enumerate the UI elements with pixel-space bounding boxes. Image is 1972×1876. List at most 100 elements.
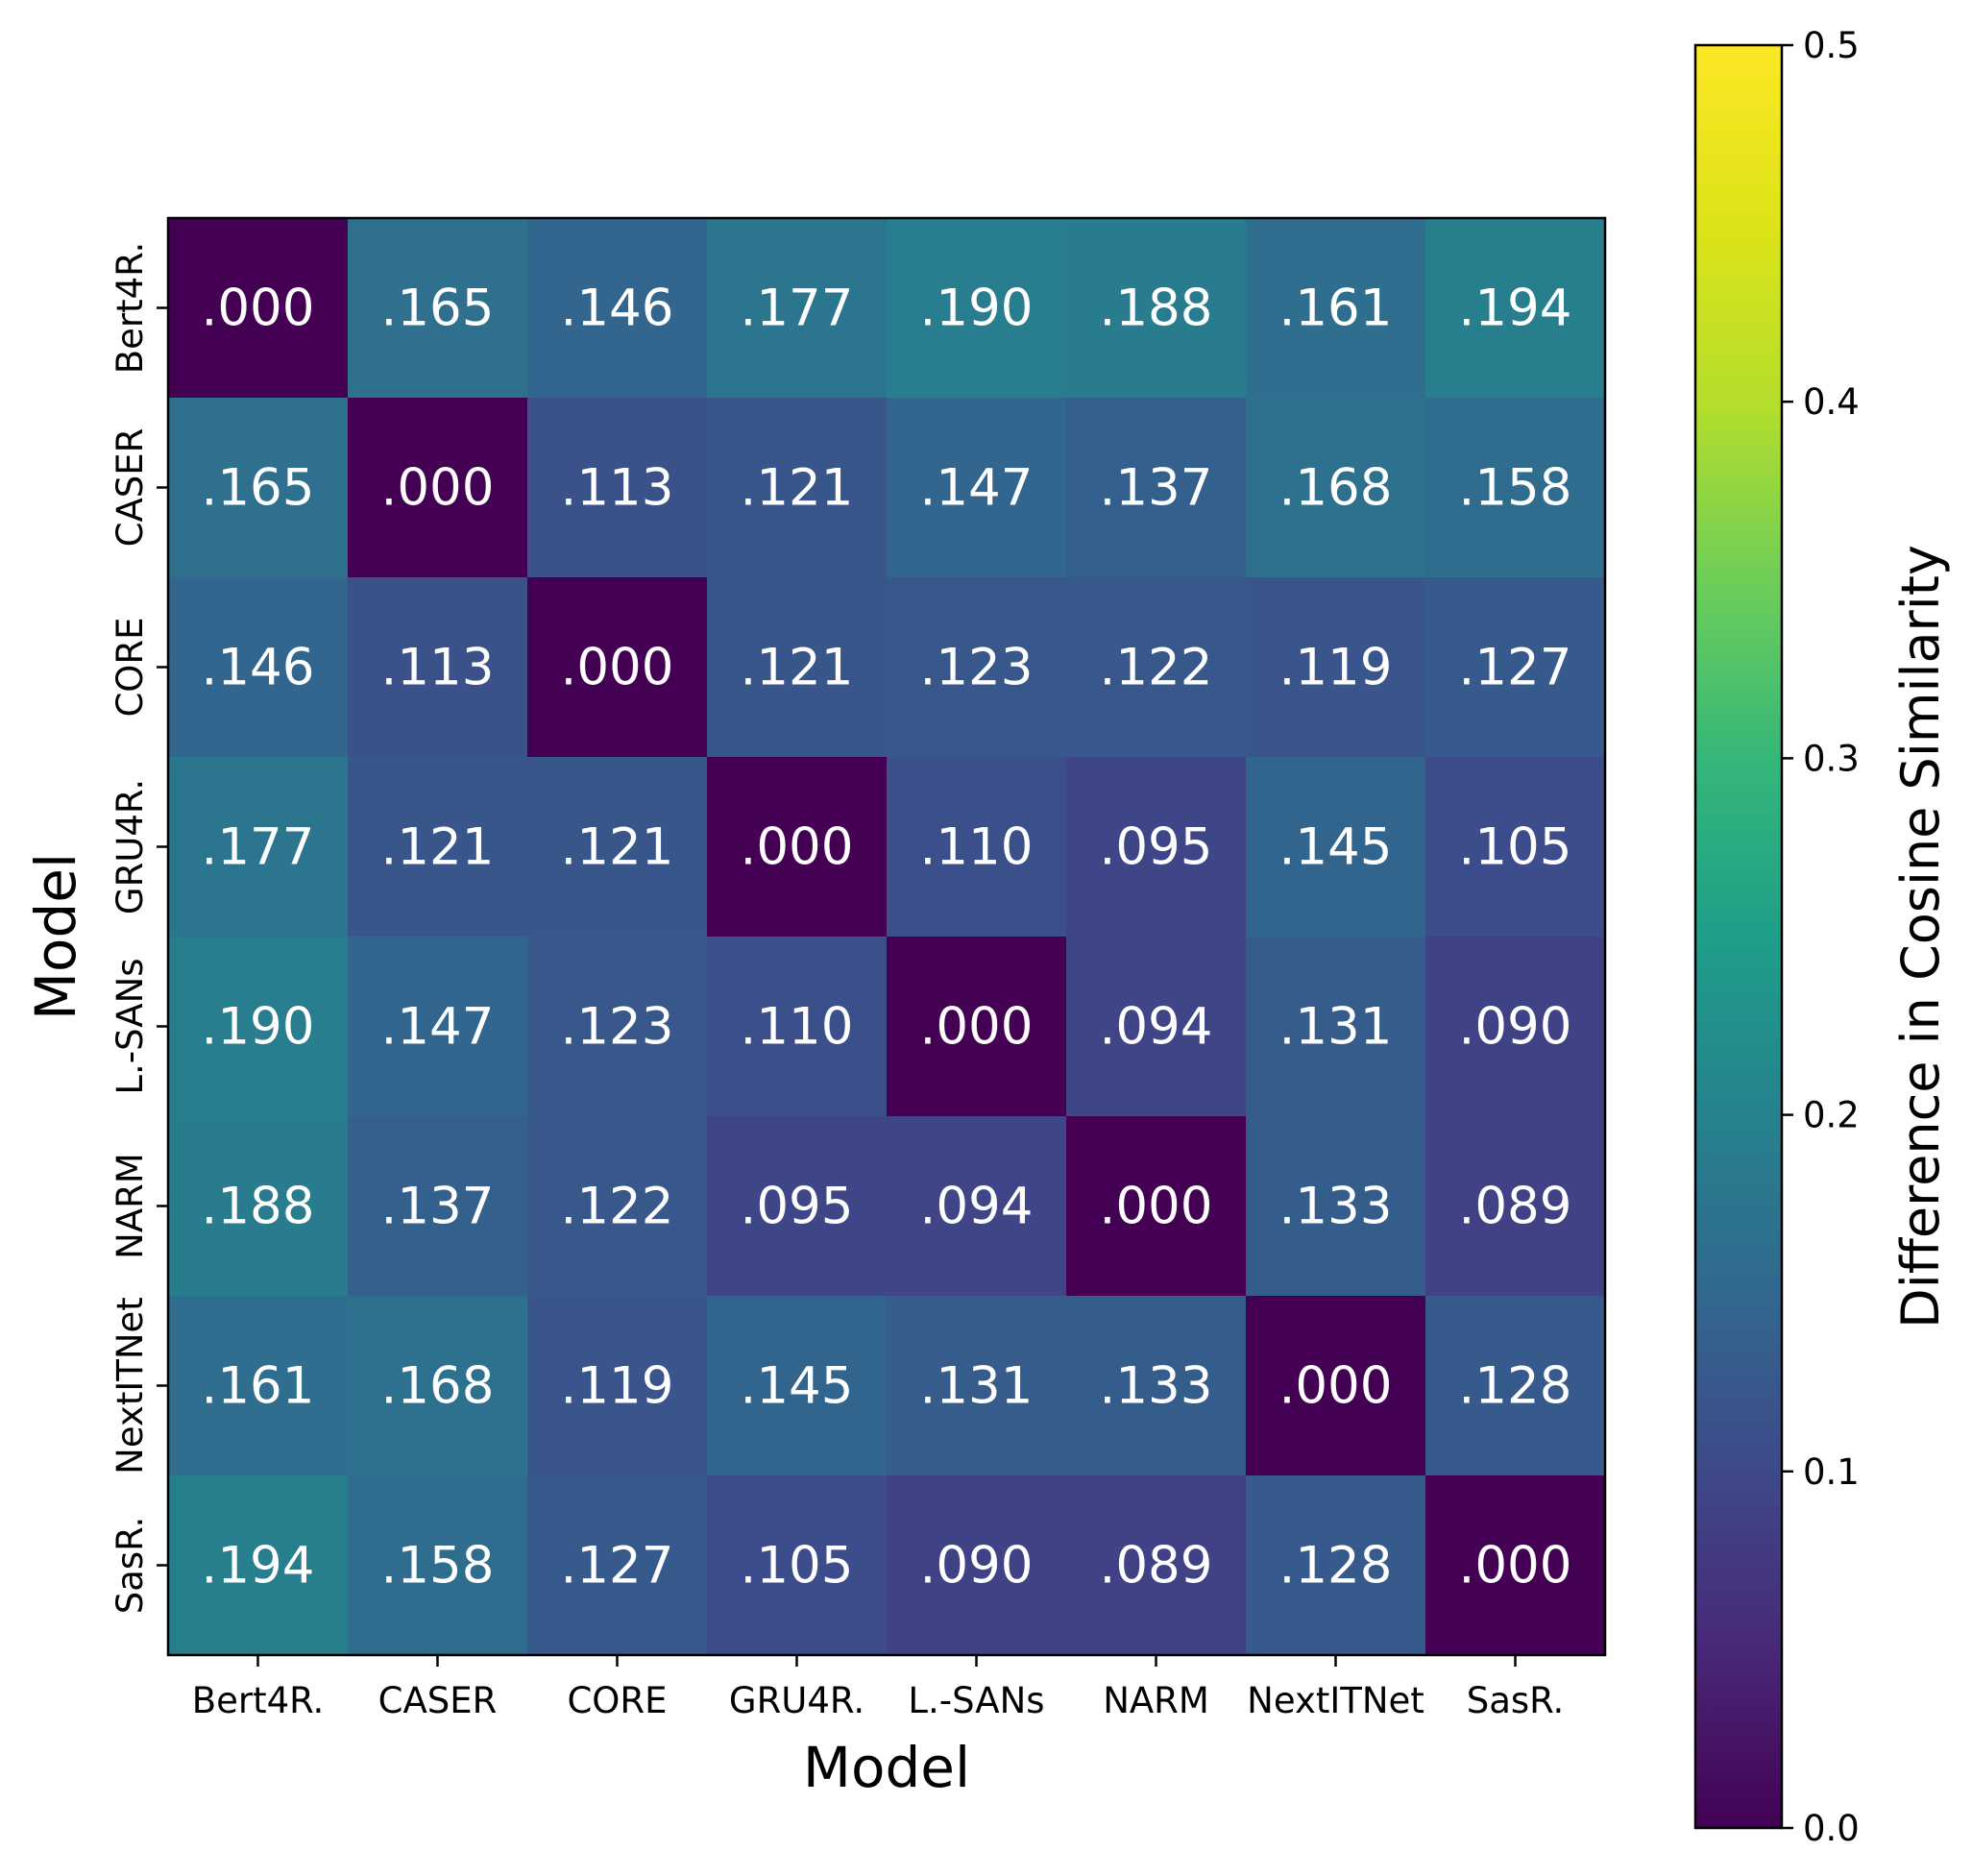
heatmap-cell xyxy=(1246,1296,1426,1476)
heatmap-cell xyxy=(527,757,708,938)
y-axis: Bert4R. CASER CORE GRU4R. L.-SANs NARM NextITN… xyxy=(110,242,168,1614)
heatmap-cell xyxy=(348,1475,528,1656)
y-tick-label: L.-SANs xyxy=(110,958,151,1094)
heatmap-cell-label: .165 xyxy=(380,280,494,338)
heatmap-cell xyxy=(527,577,708,758)
heatmap-cell-label: .110 xyxy=(919,818,1033,877)
heatmap-cell xyxy=(168,218,349,399)
heatmap-cell-label: .105 xyxy=(740,1537,853,1596)
colorbar-title: Difference in Cosine Similarity xyxy=(1890,545,1951,1328)
heatmap-cell-label: .094 xyxy=(1099,998,1212,1057)
heatmap-cell xyxy=(1425,1296,1606,1476)
heatmap-cell xyxy=(527,218,708,399)
heatmap-cell-label: .158 xyxy=(1458,459,1571,518)
y-tick-label: GRU4R. xyxy=(110,779,151,914)
heatmap-cell-label: .133 xyxy=(1278,1178,1392,1236)
heatmap-cell xyxy=(1246,577,1426,758)
colorbar-tick-label: 0.5 xyxy=(1803,25,1860,66)
heatmap-cell-label: .121 xyxy=(740,639,853,697)
heatmap-cell xyxy=(1425,937,1606,1117)
x-axis-title: Model xyxy=(803,1735,970,1800)
heatmap-cell xyxy=(1066,1475,1247,1656)
heatmap-cell-label: .194 xyxy=(201,1537,314,1596)
colorbar-tick-label: 0.0 xyxy=(1803,1808,1860,1849)
heatmap-cell-label: .177 xyxy=(740,280,853,338)
heatmap-cell xyxy=(1066,577,1247,758)
heatmap-cell xyxy=(527,1475,708,1656)
x-tick-label: Bert4R. xyxy=(192,1680,325,1721)
heatmap-cell-label: .133 xyxy=(1099,1357,1212,1416)
heatmap-cell-label: .121 xyxy=(560,818,673,877)
heatmap-cell xyxy=(1066,1116,1247,1297)
y-tick-label: NARM xyxy=(110,1153,151,1259)
heatmap-cell xyxy=(707,577,888,758)
heatmap-cell-label: .000 xyxy=(1099,1178,1212,1236)
heatmap-cell-label: .113 xyxy=(380,639,494,697)
heatmap-cell xyxy=(168,577,349,758)
heatmap-cell xyxy=(168,937,349,1117)
heatmap-cell xyxy=(1066,937,1247,1117)
heatmap-cell-label: .128 xyxy=(1458,1357,1571,1416)
heatmap-cell xyxy=(348,1116,528,1297)
heatmap-cell-label: .145 xyxy=(740,1357,853,1416)
x-tick-label: L.-SANs xyxy=(908,1680,1044,1721)
heatmap-cell xyxy=(168,398,349,578)
heatmap-cell-label: .000 xyxy=(1278,1357,1392,1416)
heatmap-cell xyxy=(707,1296,888,1476)
heatmap-cell-labels: .000 .165 .146 .177 .190 .188 .161 .194 .165 .000… xyxy=(201,280,1571,1596)
heatmap-cell-label: .161 xyxy=(1278,280,1392,338)
heatmap-cell-label: .190 xyxy=(201,998,314,1057)
heatmap-cell xyxy=(1425,757,1606,938)
y-tick-label: CORE xyxy=(110,617,151,717)
heatmap-cell-label: .094 xyxy=(919,1178,1033,1236)
heatmap-cell-label: .131 xyxy=(1278,998,1392,1057)
heatmap-cell xyxy=(887,1296,1067,1476)
y-tick-label: NextITNet xyxy=(110,1297,151,1474)
heatmap-cell-label: .000 xyxy=(380,459,494,518)
plot-frame xyxy=(166,216,1607,1657)
heatmap-cell-label: .161 xyxy=(201,1357,314,1416)
heatmap-cell-label: .147 xyxy=(919,459,1033,518)
heatmap-cell xyxy=(1425,218,1606,399)
heatmap-cell-label: .089 xyxy=(1099,1537,1212,1596)
heatmap-cell-label: .121 xyxy=(380,818,494,877)
heatmap-cell-label: .127 xyxy=(560,1537,673,1596)
heatmap-cell xyxy=(707,757,888,938)
heatmap-cell xyxy=(887,1475,1067,1656)
heatmap-cell-label: .194 xyxy=(1458,280,1571,338)
colorbar xyxy=(1693,43,1784,1830)
heatmap-cell-label: .168 xyxy=(380,1357,494,1416)
x-tick-label: CORE xyxy=(567,1680,667,1721)
heatmap-cell-label: .122 xyxy=(1099,639,1212,697)
heatmap-cell-label: .128 xyxy=(1278,1537,1392,1596)
heatmap-cell xyxy=(168,1116,349,1297)
heatmap-cell-label: .113 xyxy=(560,459,673,518)
heatmap-cell xyxy=(348,218,528,399)
heatmap-cell-label: .146 xyxy=(201,639,314,697)
x-tick-label: SasR. xyxy=(1467,1680,1565,1721)
heatmap-cell xyxy=(887,398,1067,578)
heatmap-cell-label: .177 xyxy=(201,818,314,877)
heatmap-cell-label: .123 xyxy=(560,998,673,1057)
heatmap-cell-label: .095 xyxy=(740,1178,853,1236)
heatmap-cell-label: .121 xyxy=(740,459,853,518)
heatmap-cell xyxy=(1425,577,1606,758)
heatmap-cell-label: .131 xyxy=(919,1357,1033,1416)
heatmap-cell xyxy=(1425,1116,1606,1297)
x-axis: Bert4R. CASER CORE GRU4R. L.-SANs NARM NextITN… xyxy=(192,1655,1565,1721)
heatmap-cell xyxy=(348,398,528,578)
y-tick-label: CASER xyxy=(110,428,151,548)
heatmap-cell-label: .090 xyxy=(919,1537,1033,1596)
heatmap-cell-label: .137 xyxy=(1099,459,1212,518)
x-tick-label: GRU4R. xyxy=(729,1680,864,1721)
heatmap-cell xyxy=(1246,398,1426,578)
heatmap-cell-label: .158 xyxy=(380,1537,494,1596)
heatmap-cell-label: .110 xyxy=(740,998,853,1057)
heatmap-cell xyxy=(887,577,1067,758)
heatmap-cell xyxy=(1246,218,1426,399)
heatmap-cell-label: .123 xyxy=(919,639,1033,697)
colorbar-ticks: 0.0 0.1 0.2 0.3 0.4 0.5 xyxy=(1782,25,1860,1849)
heatmap-cell-label: .137 xyxy=(380,1178,494,1236)
heatmap-cell xyxy=(348,937,528,1117)
